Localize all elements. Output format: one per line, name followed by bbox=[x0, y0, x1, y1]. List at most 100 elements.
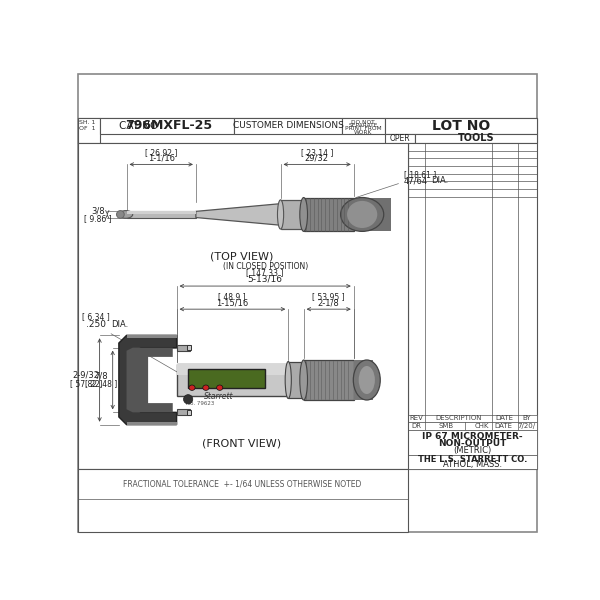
Text: DO NOT: DO NOT bbox=[351, 119, 375, 125]
Text: NON-OUTPUT: NON-OUTPUT bbox=[438, 439, 506, 448]
Text: IP 67 MICROMETER-: IP 67 MICROMETER- bbox=[422, 432, 523, 441]
Polygon shape bbox=[127, 347, 173, 412]
Bar bbox=[415, 134, 537, 143]
Text: [ 22.48 ]: [ 22.48 ] bbox=[85, 379, 117, 388]
Text: [ 23.14 ]: [ 23.14 ] bbox=[301, 148, 333, 157]
Polygon shape bbox=[119, 335, 176, 425]
Bar bbox=[100, 118, 235, 134]
Ellipse shape bbox=[359, 366, 375, 394]
Ellipse shape bbox=[189, 385, 195, 391]
Text: REV: REV bbox=[409, 415, 423, 421]
Text: 5-13/16: 5-13/16 bbox=[248, 275, 283, 284]
Ellipse shape bbox=[285, 362, 292, 398]
Text: DATE: DATE bbox=[495, 423, 513, 429]
Polygon shape bbox=[196, 203, 281, 225]
Bar bbox=[188, 369, 265, 388]
Text: (METRIC): (METRIC) bbox=[453, 446, 491, 455]
Ellipse shape bbox=[300, 197, 308, 232]
Ellipse shape bbox=[203, 385, 209, 391]
Ellipse shape bbox=[300, 360, 308, 400]
Text: 796MXFL-25: 796MXFL-25 bbox=[125, 119, 212, 133]
Text: [ 57.82 ]: [ 57.82 ] bbox=[70, 379, 102, 388]
Text: SEPARATE: SEPARATE bbox=[348, 123, 377, 128]
Text: 1-1/16: 1-1/16 bbox=[148, 154, 175, 163]
Bar bbox=[187, 346, 191, 350]
Ellipse shape bbox=[119, 211, 133, 218]
Ellipse shape bbox=[301, 200, 307, 229]
Bar bbox=[407, 415, 537, 422]
Bar bbox=[407, 455, 537, 469]
Text: ATHOL, MASS.: ATHOL, MASS. bbox=[443, 460, 502, 469]
Bar bbox=[78, 118, 100, 143]
Bar bbox=[127, 422, 176, 425]
Text: [ 147.33 ]: [ 147.33 ] bbox=[247, 268, 284, 277]
Text: [ 26.92 ]: [ 26.92 ] bbox=[145, 148, 178, 157]
Ellipse shape bbox=[217, 385, 223, 391]
Text: OPER: OPER bbox=[389, 134, 410, 143]
Text: .250: .250 bbox=[86, 320, 106, 329]
Text: CUSTOMER DIMENSIONS: CUSTOMER DIMENSIONS bbox=[233, 121, 344, 130]
Bar bbox=[176, 344, 190, 351]
Text: DESCRIPTION: DESCRIPTION bbox=[435, 415, 482, 421]
Bar bbox=[78, 118, 537, 143]
Text: 1-15/16: 1-15/16 bbox=[216, 298, 248, 307]
Text: (FRONT VIEW): (FRONT VIEW) bbox=[202, 439, 281, 449]
Text: FRACTIONAL TOLERANCE  +- 1/64 UNLESS OTHERWISE NOTED: FRACTIONAL TOLERANCE +- 1/64 UNLESS OTHE… bbox=[123, 479, 361, 488]
Text: (TOP VIEW): (TOP VIEW) bbox=[211, 252, 274, 262]
Bar bbox=[176, 409, 190, 415]
Text: BY: BY bbox=[523, 415, 531, 421]
Bar bbox=[407, 143, 537, 469]
Bar bbox=[288, 362, 304, 398]
Text: CAT NO: CAT NO bbox=[119, 121, 158, 131]
Bar bbox=[176, 364, 288, 374]
Bar bbox=[304, 360, 354, 400]
Text: [ 9.86 ]: [ 9.86 ] bbox=[84, 214, 112, 223]
Ellipse shape bbox=[277, 200, 284, 229]
Bar bbox=[354, 360, 373, 400]
Text: LOT NO: LOT NO bbox=[431, 119, 490, 133]
Text: (IN CLOSED POSITION): (IN CLOSED POSITION) bbox=[223, 262, 308, 271]
Text: [ 6.34 ]: [ 6.34 ] bbox=[82, 313, 110, 322]
Text: WORK: WORK bbox=[354, 130, 372, 135]
Text: [ 48.9 ]: [ 48.9 ] bbox=[218, 292, 246, 301]
Text: DATE: DATE bbox=[496, 415, 514, 421]
Text: CHK: CHK bbox=[475, 423, 490, 429]
Bar bbox=[78, 469, 407, 532]
Ellipse shape bbox=[184, 395, 193, 404]
Text: PRINT FROM: PRINT FROM bbox=[344, 127, 381, 131]
Bar bbox=[176, 364, 288, 396]
Ellipse shape bbox=[347, 201, 377, 228]
Text: DIA.: DIA. bbox=[431, 176, 449, 185]
Text: .8888888: .8888888 bbox=[194, 372, 259, 385]
Text: 29/32: 29/32 bbox=[305, 154, 329, 163]
Text: [ 18.61 ]: [ 18.61 ] bbox=[404, 170, 436, 179]
Text: DIA.: DIA. bbox=[111, 320, 128, 329]
Text: OF  1: OF 1 bbox=[79, 127, 95, 131]
Bar bbox=[127, 211, 196, 218]
Text: SMB: SMB bbox=[439, 423, 454, 429]
Bar bbox=[78, 143, 407, 469]
Bar bbox=[407, 422, 537, 430]
Bar bbox=[127, 335, 176, 338]
Text: 7/20/: 7/20/ bbox=[518, 423, 536, 429]
Text: 2-1/8: 2-1/8 bbox=[317, 298, 339, 307]
Bar bbox=[281, 200, 304, 229]
Text: TOOLS: TOOLS bbox=[458, 133, 494, 143]
Text: 3/8: 3/8 bbox=[91, 207, 105, 216]
Text: [ 53.95 ]: [ 53.95 ] bbox=[312, 292, 344, 301]
Text: No. 79623: No. 79623 bbox=[185, 401, 214, 406]
Bar bbox=[127, 211, 196, 214]
Bar bbox=[304, 197, 354, 232]
Text: 2-9/32: 2-9/32 bbox=[72, 370, 99, 379]
Text: 7/8: 7/8 bbox=[94, 371, 108, 380]
Ellipse shape bbox=[353, 360, 380, 400]
Ellipse shape bbox=[116, 211, 124, 218]
Text: SH. 1: SH. 1 bbox=[79, 121, 95, 125]
Text: 47/64: 47/64 bbox=[404, 176, 428, 185]
Ellipse shape bbox=[341, 197, 384, 232]
Bar bbox=[407, 430, 537, 455]
Bar bbox=[385, 118, 537, 134]
Bar bbox=[354, 197, 391, 232]
Text: DR: DR bbox=[411, 423, 421, 429]
Bar bbox=[342, 118, 385, 134]
